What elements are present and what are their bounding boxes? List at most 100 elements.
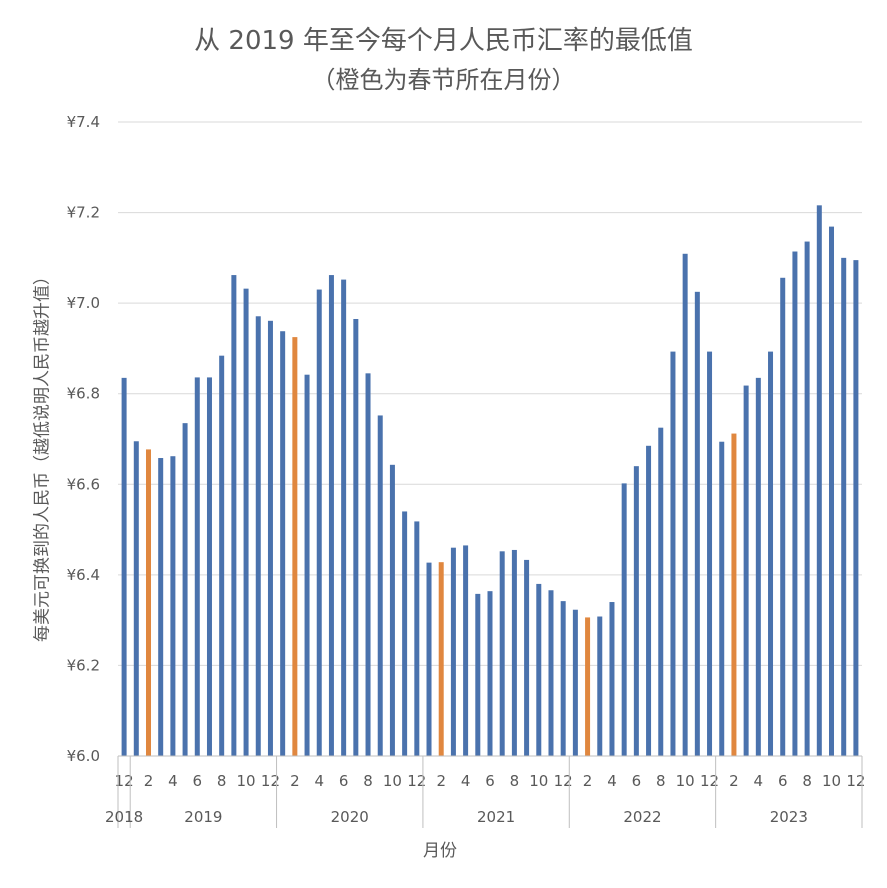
- year-label: 2021: [477, 808, 515, 826]
- bar: [121, 377, 127, 756]
- bar: [792, 251, 798, 756]
- bar: [841, 257, 847, 756]
- bar: [572, 609, 578, 756]
- month-tick-label: 4: [607, 772, 617, 790]
- bar: [743, 385, 749, 756]
- month-tick-label: 6: [193, 772, 203, 790]
- bar: [682, 253, 688, 756]
- month-tick-label: 2: [583, 772, 593, 790]
- month-tick-label: 12: [261, 772, 280, 790]
- year-label: 2023: [770, 808, 808, 826]
- bar: [853, 260, 859, 756]
- bar: [353, 318, 359, 756]
- bar: [829, 226, 835, 757]
- bar: [377, 415, 383, 756]
- bar: [194, 377, 200, 756]
- month-tick-label: 12: [554, 772, 573, 790]
- month-tick-label: 4: [168, 772, 178, 790]
- bar: [694, 291, 700, 756]
- bar: [426, 562, 432, 756]
- month-tick-label: 2: [436, 772, 446, 790]
- year-label: 2020: [331, 808, 369, 826]
- bar: [414, 521, 420, 756]
- y-tick-label: ¥6.0: [67, 747, 100, 765]
- bar: [304, 374, 310, 756]
- y-tick-label: ¥7.4: [67, 113, 100, 131]
- x-axis-label: 月份: [423, 841, 457, 861]
- year-label: 2022: [623, 808, 661, 826]
- month-tick-label: 4: [314, 772, 324, 790]
- bar-spring-festival: [145, 449, 151, 756]
- bar: [328, 275, 334, 756]
- year-label: 2018: [105, 808, 143, 826]
- bar: [768, 351, 774, 756]
- bar: [524, 559, 530, 756]
- bar: [511, 549, 517, 756]
- bar-spring-festival: [731, 433, 737, 756]
- bar: [280, 331, 286, 756]
- bar: [707, 351, 713, 756]
- bar: [170, 456, 176, 756]
- chart-title: 从 2019 年至今每个月人民币汇率的最低值: [194, 26, 693, 56]
- bar: [646, 445, 652, 756]
- bar: [463, 545, 469, 756]
- bar: [804, 241, 810, 756]
- chart-subtitle: （橙色为春节所在月份）: [311, 66, 576, 94]
- bar: [219, 355, 225, 756]
- bar: [816, 205, 822, 757]
- bar: [158, 458, 164, 756]
- bar: [658, 427, 664, 756]
- bar: [499, 551, 505, 756]
- month-tick-label: 6: [485, 772, 495, 790]
- bar: [487, 591, 493, 756]
- bar: [389, 464, 395, 756]
- bar: [450, 547, 456, 756]
- month-tick-label: 8: [802, 772, 812, 790]
- bar: [755, 377, 761, 756]
- month-tick-label: 12: [115, 772, 134, 790]
- month-tick-label: 6: [632, 772, 642, 790]
- bar: [597, 616, 603, 756]
- month-tick-label: 8: [656, 772, 666, 790]
- month-tick-label: 4: [754, 772, 764, 790]
- bar: [536, 583, 542, 756]
- bar: [633, 466, 639, 756]
- bar: [243, 288, 249, 756]
- year-label: 2019: [184, 808, 222, 826]
- month-tick-label: 8: [363, 772, 373, 790]
- bar: [670, 351, 676, 756]
- month-tick-label: 2: [729, 772, 739, 790]
- bar: [133, 441, 139, 756]
- bar: [402, 511, 408, 756]
- month-tick-label: 10: [822, 772, 841, 790]
- bar: [560, 601, 566, 756]
- y-tick-label: ¥7.2: [67, 204, 100, 222]
- month-tick-label: 10: [383, 772, 402, 790]
- y-tick-label: ¥6.6: [67, 475, 100, 493]
- month-tick-label: 12: [407, 772, 426, 790]
- month-tick-label: 2: [144, 772, 154, 790]
- month-tick-label: 10: [529, 772, 548, 790]
- month-tick-label: 12: [700, 772, 719, 790]
- month-tick-label: 8: [217, 772, 227, 790]
- month-tick-label: 10: [237, 772, 256, 790]
- bar: [341, 279, 347, 756]
- bar: [621, 483, 627, 756]
- month-tick-label: 6: [778, 772, 788, 790]
- y-tick-label: ¥6.2: [67, 656, 100, 674]
- month-tick-label: 2: [290, 772, 300, 790]
- month-tick-label: 6: [339, 772, 349, 790]
- y-tick-label: ¥7.0: [67, 294, 100, 312]
- y-tick-label: ¥6.4: [67, 566, 100, 584]
- month-tick-label: 8: [510, 772, 520, 790]
- bar-spring-festival: [292, 337, 298, 756]
- y-tick-label: ¥6.8: [67, 385, 100, 403]
- bar: [231, 275, 237, 756]
- bar: [475, 593, 481, 756]
- bar: [609, 602, 615, 756]
- bar: [548, 590, 554, 756]
- bar-spring-festival: [438, 562, 444, 756]
- bar: [719, 441, 725, 756]
- month-tick-label: 10: [676, 772, 695, 790]
